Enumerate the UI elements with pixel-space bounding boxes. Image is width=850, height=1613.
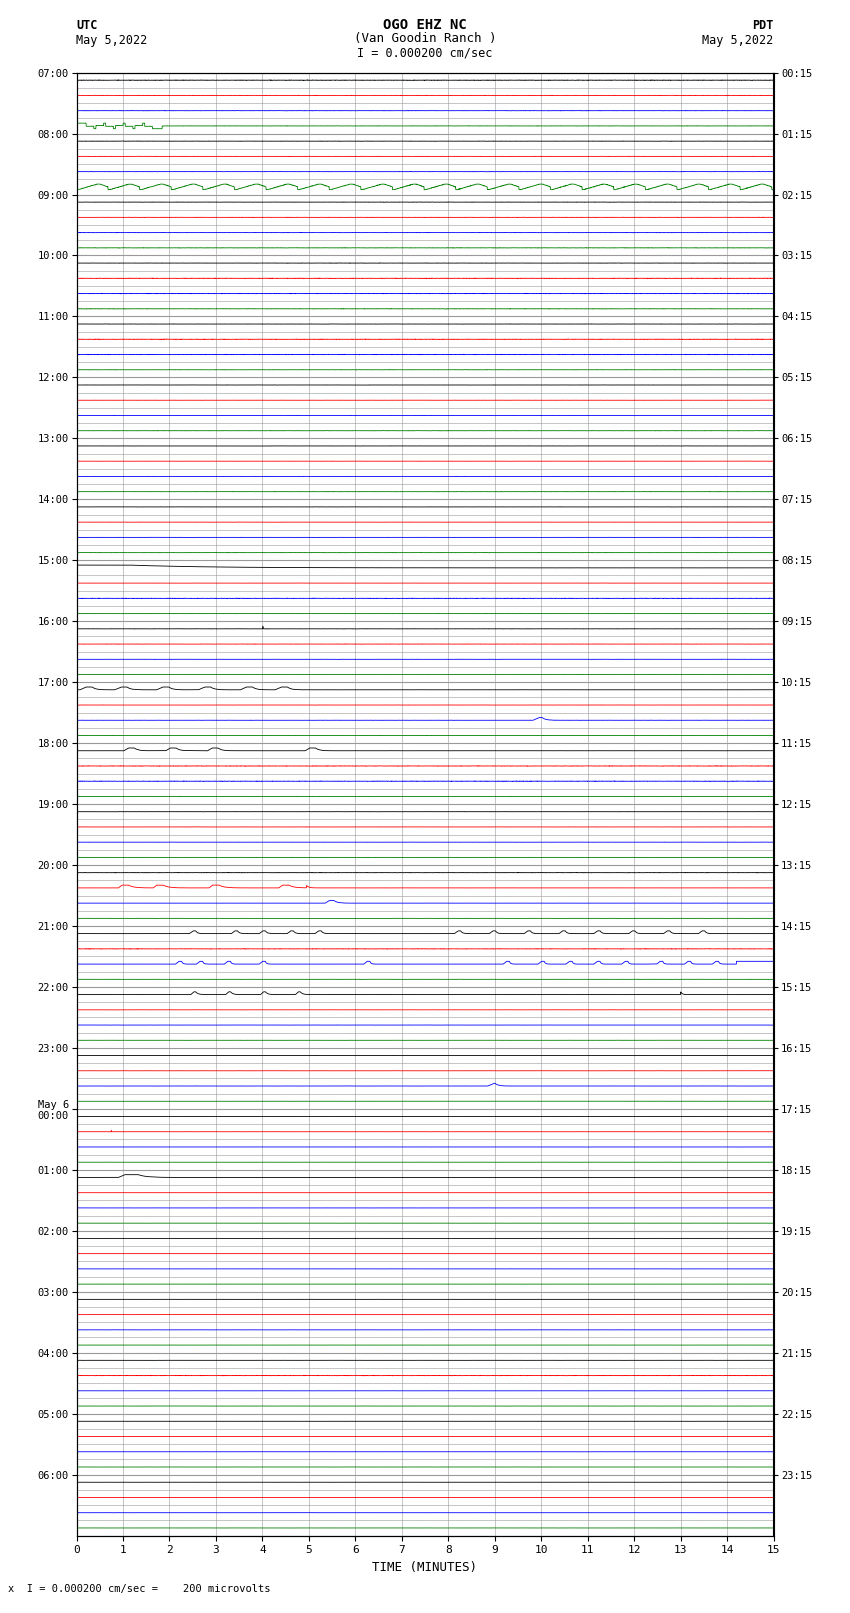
Text: OGO EHZ NC: OGO EHZ NC [383,18,467,32]
Text: May 5,2022: May 5,2022 [702,34,774,47]
Text: UTC: UTC [76,19,98,32]
Text: I = 0.000200 cm/sec: I = 0.000200 cm/sec [357,47,493,60]
Text: May 5,2022: May 5,2022 [76,34,148,47]
Text: PDT: PDT [752,19,774,32]
Text: x  I = 0.000200 cm/sec =    200 microvolts: x I = 0.000200 cm/sec = 200 microvolts [8,1584,271,1594]
Text: (Van Goodin Ranch ): (Van Goodin Ranch ) [354,32,496,45]
X-axis label: TIME (MINUTES): TIME (MINUTES) [372,1561,478,1574]
